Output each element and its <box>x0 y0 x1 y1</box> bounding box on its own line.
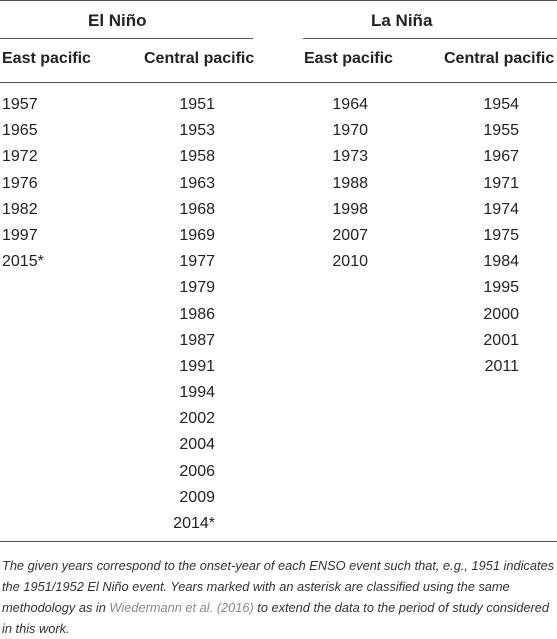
table-cell: 2006 <box>179 462 215 480</box>
table-cell: 1957 <box>2 96 38 113</box>
column-header-la-nina-east: East pacific <box>304 50 393 67</box>
table-cell: 2010 <box>332 253 368 271</box>
column-la-nina-central: 1954 1955 1967 1971 1974 1975 1984 1995 2000 2001… <box>454 92 519 380</box>
bottom-rule <box>0 541 557 542</box>
table-cell: 1954 <box>483 96 519 113</box>
table-cell: 2001 <box>483 331 519 349</box>
column-header-el-nino-central: Central pacific <box>144 50 255 67</box>
table-cell: 1958 <box>179 148 215 166</box>
group-title-la-nina: La Niña <box>371 11 433 30</box>
table-cell: 2011 <box>484 357 519 375</box>
citation-link[interactable]: Wiedermann et al. (2016) <box>109 600 254 615</box>
table-cell: 1974 <box>483 200 519 218</box>
group-title-el-nino: El Niño <box>88 11 147 30</box>
table-cell: 1979 <box>179 279 215 297</box>
table-cell: 1984 <box>483 253 519 271</box>
top-rule <box>0 0 557 1</box>
table-cell: 1972 <box>2 148 38 166</box>
table-cell: 2007 <box>332 226 368 244</box>
table-cell: 1991 <box>179 357 215 375</box>
column-header-el-nino-east: East pacific <box>2 50 91 67</box>
table-cell: 1955 <box>483 122 519 140</box>
table-cell: 1971 <box>483 174 519 192</box>
table-cell: 1967 <box>483 148 519 166</box>
column-el-nino-central: 1951 1953 1958 1963 1968 1969 1977 1979 1986 1987… <box>150 92 215 537</box>
table-cell: 1988 <box>332 174 368 192</box>
header-rule <box>0 82 557 83</box>
table-cell: 2014* <box>173 515 215 532</box>
table-caption: The given years correspond to the onset-… <box>2 555 555 639</box>
caption-text-2: to extend the data to the period of stud… <box>2 600 549 636</box>
table-cell: 1951 <box>179 96 215 113</box>
group-rule-la-nina <box>303 38 557 39</box>
group-rule-el-nino <box>0 38 253 39</box>
table-cell: 1977 <box>179 253 215 271</box>
table-cell: 1997 <box>2 226 38 244</box>
table-cell: 1976 <box>2 174 38 192</box>
table-cell: 1986 <box>179 305 215 323</box>
table-cell: 1969 <box>179 226 215 244</box>
table-cell: 1975 <box>483 226 519 244</box>
table-cell: 1994 <box>179 384 215 402</box>
caption-text-1: The given years correspond to the onset-… <box>2 558 555 615</box>
table-cell: 1970 <box>332 122 368 140</box>
table-cell: 2009 <box>179 488 215 506</box>
column-header-la-nina-central: Central pacific <box>444 50 555 67</box>
table-cell: 2000 <box>483 305 519 323</box>
table-cell: 1964 <box>332 96 368 113</box>
table-cell: 1963 <box>179 174 215 192</box>
table-cell: 1968 <box>179 200 215 218</box>
column-la-nina-east: 1964 1970 1973 1988 1998 2007 2010 <box>300 92 368 275</box>
table-cell: 1982 <box>2 200 38 218</box>
column-el-nino-east: 1957 1965 1972 1976 1982 1997 2015* <box>2 92 62 275</box>
table-cell: 1987 <box>179 331 215 349</box>
table-cell: 1995 <box>483 279 519 297</box>
table-cell: 1953 <box>179 122 215 140</box>
table-cell: 1973 <box>332 148 368 166</box>
table-cell: 1965 <box>2 122 38 140</box>
table-cell: 2002 <box>179 410 215 428</box>
table-cell: 2004 <box>179 436 215 454</box>
table-cell: 1998 <box>332 200 368 218</box>
table-cell: 2015* <box>2 253 44 271</box>
